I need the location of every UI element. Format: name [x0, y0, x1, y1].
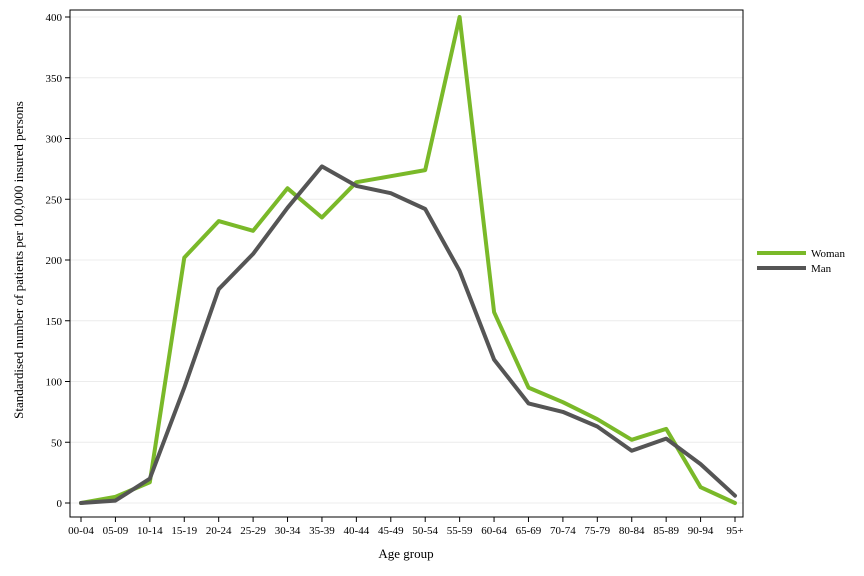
x-tick-label: 10-14 — [137, 525, 163, 537]
x-tick-label: 30-34 — [275, 525, 301, 537]
x-axis-title: Age group — [378, 546, 433, 561]
x-tick-label: 45-49 — [378, 525, 404, 537]
y-tick-label: 400 — [46, 12, 63, 24]
legend: Woman Man — [757, 248, 845, 275]
y-tick-label: 100 — [46, 377, 63, 389]
x-tick-label: 35-39 — [309, 525, 335, 537]
x-axis: 00-04 05-09 10-14 15-19 20-24 25-29 30-34 35-39… — [68, 517, 744, 537]
x-tick-label: 00-04 — [68, 525, 94, 537]
x-tick-label: 60-64 — [481, 525, 507, 537]
y-tick-label: 0 — [57, 498, 63, 510]
x-tick-label: 70-74 — [550, 525, 576, 537]
legend-label-woman: Woman — [811, 248, 845, 260]
series-lines — [79, 15, 737, 505]
x-tick-label: 75-79 — [584, 525, 610, 537]
x-tick-label: 25-29 — [240, 525, 266, 537]
plot-frame — [69, 9, 744, 518]
series-line-woman — [79, 15, 737, 505]
x-tick-label: 95+ — [726, 525, 743, 537]
x-tick-label: 85-89 — [653, 525, 679, 537]
y-tick-label: 250 — [46, 194, 63, 206]
x-tick-label: 80-84 — [619, 525, 645, 537]
y-axis: 0 50 100 150 200 250 300 350 400 — [46, 12, 70, 510]
y-axis-title: Standardised number of patients per 100,… — [11, 101, 26, 419]
y-tick-label: 150 — [46, 316, 63, 328]
x-tick-label: 50-54 — [412, 525, 438, 537]
y-tick-label: 50 — [51, 437, 63, 449]
gridlines — [70, 16, 743, 504]
x-tick-label: 90-94 — [688, 525, 714, 537]
x-tick-label: 55-59 — [447, 525, 473, 537]
x-tick-label: 40-44 — [344, 525, 370, 537]
x-tick-label: 05-09 — [103, 525, 129, 537]
x-tick-label: 65-69 — [516, 525, 542, 537]
legend-label-man: Man — [811, 263, 832, 275]
series-line-man — [79, 164, 737, 505]
y-tick-label: 300 — [46, 134, 63, 146]
x-tick-label: 20-24 — [206, 525, 232, 537]
y-tick-label: 350 — [46, 73, 63, 85]
x-tick-label: 15-19 — [171, 525, 197, 537]
y-tick-label: 200 — [46, 255, 63, 267]
